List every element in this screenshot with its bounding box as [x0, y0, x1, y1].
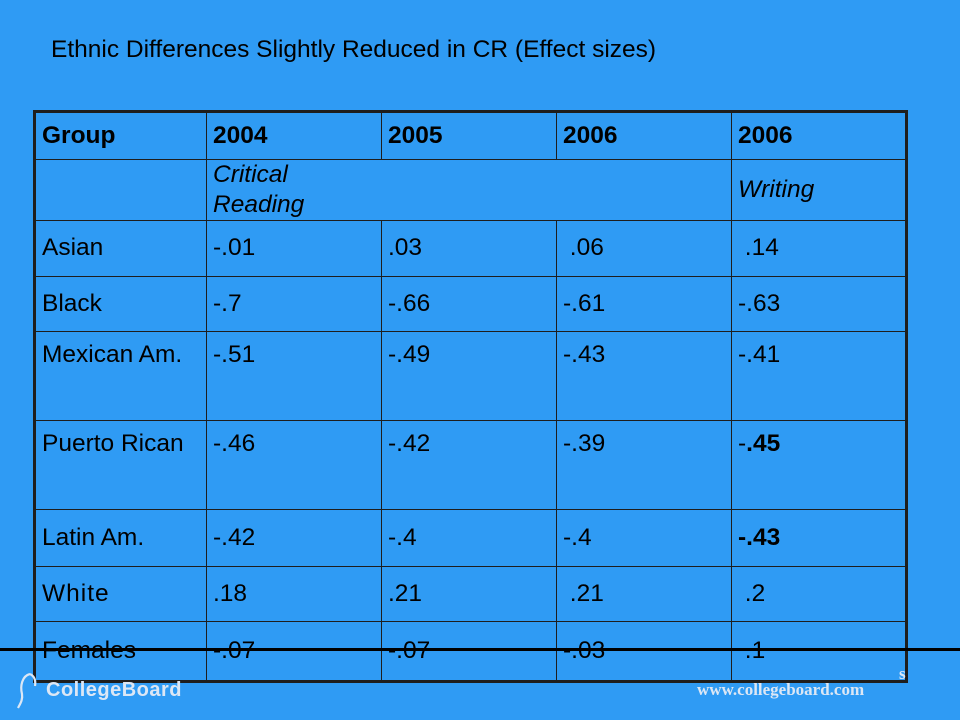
- subheader-empty-cell: [34, 159, 207, 221]
- value-cell: .06: [556, 219, 732, 277]
- header-cell-2004: 2004: [206, 110, 382, 161]
- value-cell: -.43: [556, 330, 732, 421]
- row-group-label: Puerto Rican: [34, 419, 207, 510]
- value-cell-partial-bold: -.45: [731, 419, 907, 510]
- value-cell: -.07: [381, 620, 557, 683]
- header-cell-2006-writing: 2006: [731, 110, 907, 161]
- table-row: Puerto Rican -.46 -.42 -.39 -.45: [34, 419, 907, 510]
- row-group-label: Asian: [34, 219, 207, 277]
- row-group-label: Latin Am.: [34, 508, 207, 567]
- value-prefix: -: [738, 429, 747, 457]
- row-group-label: Black: [34, 275, 207, 332]
- value-cell: .21: [556, 565, 732, 622]
- value-cell: -.46: [206, 419, 382, 510]
- value-cell: -.01: [206, 219, 382, 277]
- value-cell: -.63: [731, 275, 907, 332]
- value-cell-bold: -.43: [731, 508, 907, 567]
- value-cell: .1: [731, 620, 907, 683]
- value-cell: -.41: [731, 330, 907, 421]
- value-cell: -.07: [206, 620, 382, 683]
- value-cell: .14: [731, 219, 907, 277]
- subheader-critical-reading-span: [556, 159, 732, 221]
- value-cell: .2: [731, 565, 907, 622]
- table-row: Black -.7 -.66 -.61 -.63: [34, 275, 907, 332]
- footer-divider: [0, 648, 960, 651]
- row-group-label: Mexican Am.: [34, 330, 207, 421]
- subheader-writing: Writing: [731, 159, 907, 221]
- value-cell: -.51: [206, 330, 382, 421]
- table-header-row: Group 2004 2005 2006 2006: [34, 110, 907, 161]
- value-cell: -.03: [556, 620, 732, 683]
- value-cell: -.39: [556, 419, 732, 510]
- value-cell: -.42: [381, 419, 557, 510]
- footer-url: www.collegeboard.com: [697, 680, 865, 699]
- header-cell-group: Group: [34, 110, 207, 161]
- acorn-logo-icon: [17, 672, 37, 709]
- value-cell: .03: [381, 219, 557, 277]
- table-subheader-row: Critical Reading Writing: [34, 159, 907, 221]
- subheader-critical-reading-span: [381, 159, 557, 221]
- table-row: Mexican Am. -.51 -.49 -.43 -.41: [34, 330, 907, 421]
- value-bold-part: .45: [746, 429, 781, 457]
- row-group-label: White: [34, 565, 207, 622]
- table-row: White .18 .21 .21 .2: [34, 565, 907, 622]
- table-row: Asian -.01 .03 .06 .14: [34, 219, 907, 277]
- logo-wordmark: CollegeBoard: [46, 679, 183, 701]
- value-cell: -.49: [381, 330, 557, 421]
- value-cell: -.4: [381, 508, 557, 567]
- value-cell: -.61: [556, 275, 732, 332]
- value-cell: -.42: [206, 508, 382, 567]
- value-cell: .21: [381, 565, 557, 622]
- value-cell: -.7: [206, 275, 382, 332]
- effect-size-table: Group 2004 2005 2006 2006 Critical Readi…: [33, 110, 908, 683]
- subheader-critical-reading: Critical Reading: [206, 159, 382, 221]
- value-cell: -.66: [381, 275, 557, 332]
- footer-edge-glyph: s: [899, 664, 906, 683]
- value-cell: -.4: [556, 508, 732, 567]
- slide-title: Ethnic Differences Slightly Reduced in C…: [51, 36, 657, 63]
- table-row: Females -.07 -.07 -.03 .1: [34, 620, 907, 683]
- header-cell-2006-cr: 2006: [556, 110, 732, 161]
- row-group-label: Females: [34, 620, 207, 683]
- header-cell-2005: 2005: [381, 110, 557, 161]
- value-cell: .18: [206, 565, 382, 622]
- table-row: Latin Am. -.42 -.4 -.4 -.43: [34, 508, 907, 567]
